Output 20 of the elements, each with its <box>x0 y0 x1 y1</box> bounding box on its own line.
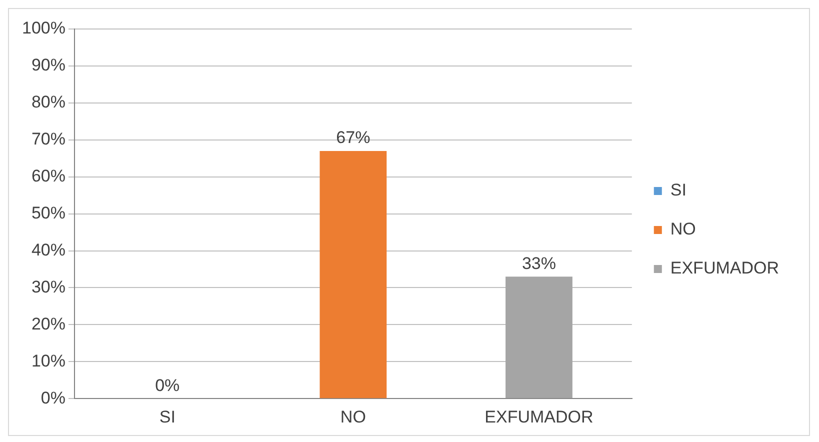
y-tick-label: 100% <box>22 18 66 38</box>
y-tick-label: 90% <box>31 56 66 75</box>
legend-label: NO <box>670 220 696 239</box>
y-tick-label: 10% <box>31 351 66 370</box>
y-tick-label: 70% <box>31 130 66 149</box>
y-tick-label: 40% <box>31 240 66 260</box>
y-tick-label: 30% <box>31 277 66 296</box>
x-tick-label: NO <box>340 407 366 426</box>
x-tick-label: EXFUMADOR <box>484 407 594 426</box>
data-label: 67% <box>336 128 370 148</box>
y-tick-label: 60% <box>31 166 66 186</box>
data-label: 0% <box>155 376 180 395</box>
data-label: 33% <box>522 254 556 273</box>
y-tick-label: 80% <box>31 92 66 112</box>
legend-label: EXFUMADOR <box>670 258 780 278</box>
y-tick-label: 50% <box>31 203 66 222</box>
legend-label: SI <box>670 180 686 200</box>
x-tick-label: SI <box>159 407 176 426</box>
y-tick-label: 0% <box>40 388 66 408</box>
y-tick-label: 20% <box>31 314 66 334</box>
